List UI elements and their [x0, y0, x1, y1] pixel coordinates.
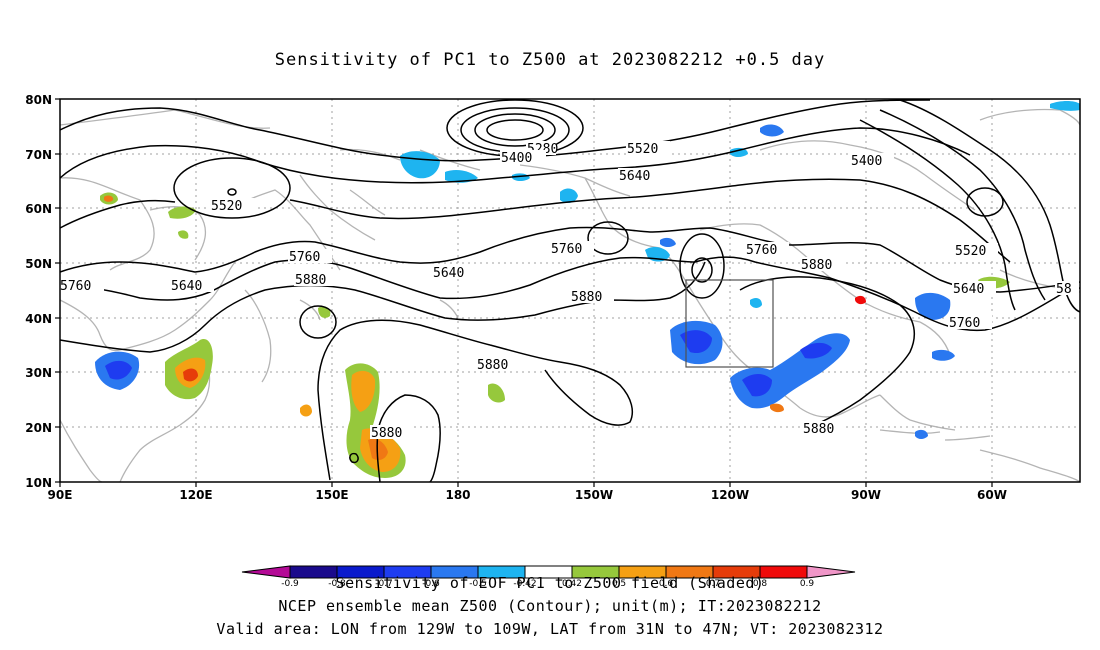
lat-labels: 80N 70N 60N 50N 40N 30N 20N 10N — [25, 93, 52, 490]
colorbar: -0.9 -0.8 -0.7 -0.6 -0.5 -0.42 0.42 0.5 0.6 0.7 0.… — [241, 565, 856, 589]
contour-label: 5760 — [949, 316, 980, 331]
contour-label: 5760 — [551, 242, 582, 257]
colorbar-tick-label: 0.9 — [800, 579, 815, 589]
colorbar-title: Sensitivity of EOF PC1 to Z500 field (Sh… — [335, 574, 765, 592]
shaded-sensitivity — [95, 101, 1080, 478]
lon-label: 120E — [179, 488, 212, 502]
contour-label: 5880 — [477, 358, 508, 373]
colorbar-high-arrow — [806, 565, 856, 579]
contour-labels: 5280 5400 5520 5400 5640 5520 5760 5880 … — [60, 141, 1079, 441]
valid-area-box — [685, 279, 774, 368]
lat-label: 70N — [25, 148, 52, 162]
colorbar-tick-label: -0.8 — [328, 579, 346, 589]
lat-label: 10N — [25, 476, 52, 490]
contour-label: 5880 — [371, 426, 402, 441]
lon-label: 90E — [48, 488, 73, 502]
colorbar-tick-label: -0.7 — [375, 579, 393, 589]
map-frame — [59, 98, 1081, 483]
lon-label: 150W — [575, 488, 613, 502]
contour-label: 5760 — [746, 243, 777, 258]
colorbar-tick-label: -0.5 — [469, 579, 487, 589]
lat-label: 20N — [25, 421, 52, 435]
lon-label: 120W — [711, 488, 749, 502]
lat-label: 30N — [25, 366, 52, 380]
contour-label: 5400 — [501, 151, 532, 166]
plot-title: Sensitivity of PC1 to Z500 at 2023082212… — [274, 50, 826, 70]
contour-label: 5640 — [619, 169, 650, 184]
colorbar-tick-label: -0.6 — [422, 579, 440, 589]
contour-label: 5640 — [171, 279, 202, 294]
colorbar-tick-label: 0.5 — [612, 579, 626, 589]
colorbar-tick-label: 0.8 — [753, 579, 768, 589]
lon-labels: 90E 120E 150E 180 150W 120W 90W 60W — [48, 488, 1007, 502]
contour-label: 5400 — [851, 154, 882, 169]
tick-marks — [55, 98, 993, 487]
colorbar-tick-label: -0.42 — [513, 579, 536, 589]
contour-label: 5880 — [803, 422, 834, 437]
z500-contours — [59, 99, 1081, 483]
contour-label: 5520 — [211, 199, 242, 214]
contour-label: 58 — [1056, 282, 1072, 297]
footer-contour-info: NCEP ensemble mean Z500 (Contour); unit(… — [278, 597, 822, 615]
colorbar-tick-label: 0.6 — [659, 579, 674, 589]
lat-label: 80N — [25, 93, 52, 107]
contour-label: 5760 — [60, 279, 91, 294]
contour-label: 5880 — [295, 273, 326, 288]
colorbar-tick-label: 0.7 — [706, 579, 720, 589]
contour-label: 5520 — [955, 244, 986, 259]
contour-label: 5640 — [953, 282, 984, 297]
contour-label: 5880 — [571, 290, 602, 305]
colorbar-tick-label: -0.9 — [281, 579, 299, 589]
footer-valid-area: Valid area: LON from 129W to 109W, LAT f… — [216, 620, 884, 638]
contour-label: 5640 — [433, 266, 464, 281]
lon-label: 150E — [315, 488, 348, 502]
lat-label: 40N — [25, 312, 52, 326]
lon-label: 60W — [977, 488, 1007, 502]
contour-label: 5760 — [289, 250, 320, 265]
lat-label: 60N — [25, 202, 52, 216]
colorbar-tick-label: 0.42 — [562, 579, 582, 589]
lon-label: 180 — [445, 488, 470, 502]
contour-label: 5520 — [627, 142, 658, 157]
lon-label: 90W — [851, 488, 881, 502]
lat-label: 50N — [25, 257, 52, 271]
contour-label: 5880 — [801, 258, 832, 273]
